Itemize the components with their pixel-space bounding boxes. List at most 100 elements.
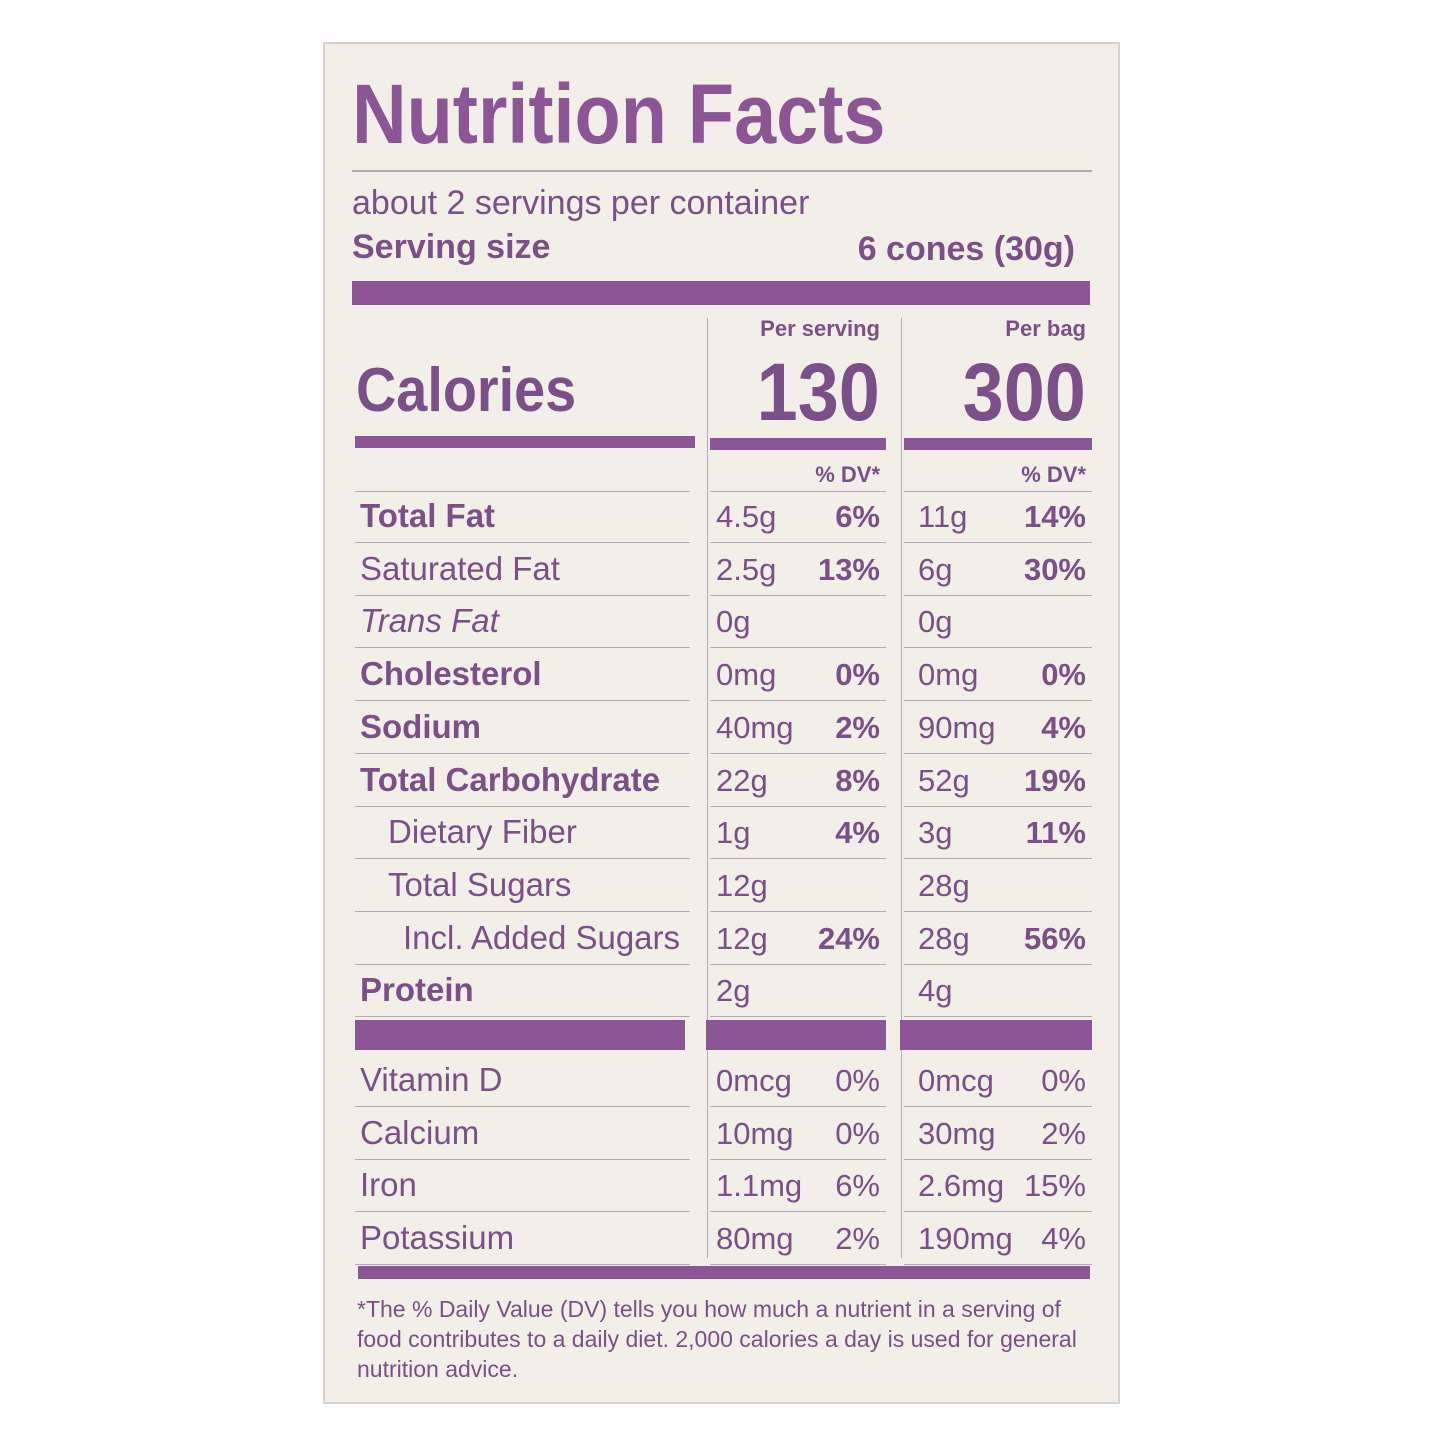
- nutrient-label: Incl. Added Sugars: [403, 918, 681, 956]
- column-divider: [901, 318, 902, 1258]
- amount: 4g: [918, 973, 953, 1009]
- amount: 90mg: [918, 709, 996, 745]
- amount: 22g: [716, 762, 768, 798]
- daily-value: 15%: [1023, 1168, 1086, 1204]
- amount: 40mg: [716, 709, 794, 745]
- amount: 2.6mg: [918, 1168, 1005, 1204]
- rule: [710, 1158, 886, 1160]
- amount: 0mcg: [918, 1063, 994, 1098]
- amount: 52g: [918, 762, 970, 798]
- amount: 6g: [918, 551, 953, 587]
- rule: [904, 963, 1092, 965]
- daily-value: 2%: [835, 1221, 880, 1257]
- rule: [355, 647, 690, 649]
- bar: [900, 1020, 1092, 1050]
- daily-value: 4%: [835, 815, 880, 851]
- rule: [904, 752, 1092, 754]
- rule: [710, 700, 886, 702]
- nutrient-label: Protein: [360, 971, 474, 1009]
- daily-value: 30%: [1023, 551, 1086, 587]
- daily-value: 11%: [1025, 815, 1086, 851]
- daily-value: 19%: [1023, 762, 1086, 798]
- nutrient-label: Dietary Fiber: [388, 813, 577, 851]
- amount: 2g: [716, 973, 751, 1009]
- daily-value: 6%: [835, 499, 880, 534]
- title: Nutrition Facts: [352, 67, 886, 161]
- amount: 0mcg: [716, 1063, 792, 1098]
- amount: 3g: [918, 815, 953, 851]
- rule: [904, 700, 1092, 702]
- dv-header: % DV*: [1021, 462, 1086, 487]
- daily-value: 6%: [835, 1168, 880, 1204]
- daily-value: 0%: [1041, 657, 1086, 693]
- rule: [710, 491, 886, 492]
- amount: 10mg: [716, 1115, 794, 1151]
- daily-value: 2%: [1041, 1115, 1086, 1151]
- nutrient-label: Saturated Fat: [360, 549, 560, 587]
- rule: [710, 1211, 886, 1213]
- calories-label: Calories: [356, 356, 577, 425]
- serving-size-value: 6 cones (30g): [857, 230, 1075, 268]
- amount: 12g: [716, 920, 768, 956]
- column-divider: [707, 318, 708, 1258]
- amount: 2.5g: [716, 551, 777, 587]
- rule: [355, 910, 690, 912]
- rule: [710, 542, 886, 543]
- daily-value: 4%: [1041, 709, 1086, 745]
- rule: [710, 1264, 886, 1266]
- rule: [904, 805, 1092, 807]
- daily-value: 56%: [1023, 920, 1086, 956]
- bar: [904, 438, 1092, 450]
- bar: [355, 1020, 685, 1050]
- amount: 0g: [918, 604, 953, 640]
- daily-value: 0%: [835, 1063, 880, 1098]
- bar: [706, 1020, 886, 1050]
- amount: 30mg: [918, 1115, 996, 1151]
- amount: 1g: [716, 815, 751, 851]
- rule: [904, 1016, 1092, 1018]
- daily-value: 4%: [1041, 1221, 1086, 1257]
- dv-header: % DV*: [815, 462, 880, 487]
- daily-value: 24%: [817, 920, 880, 956]
- rule: [710, 594, 886, 596]
- rule: [904, 594, 1092, 596]
- rule: [904, 910, 1092, 912]
- rule: [710, 805, 886, 807]
- footnote: *The % Daily Value (DV) tells you how mu…: [357, 1296, 1077, 1382]
- daily-value: 0%: [1041, 1063, 1086, 1098]
- rule: [904, 858, 1092, 860]
- amount: 0g: [716, 604, 751, 640]
- nutrient-label: Trans Fat: [360, 602, 499, 640]
- rule: [352, 170, 1092, 172]
- rule: [355, 594, 690, 596]
- bar: [355, 436, 695, 448]
- rule: [355, 542, 690, 543]
- column-heading: Per bag: [1005, 316, 1086, 341]
- rule: [355, 752, 690, 754]
- nutrient-label: Sodium: [360, 707, 481, 745]
- nutrient-label: Calcium: [360, 1113, 480, 1151]
- rule: [355, 963, 690, 965]
- rule: [355, 1264, 690, 1266]
- bar: [358, 1266, 1090, 1279]
- rule: [710, 858, 886, 860]
- amount: 1.1mg: [716, 1168, 803, 1204]
- nutrient-label: Total Fat: [360, 497, 496, 534]
- rule: [710, 910, 886, 912]
- daily-value: 14%: [1023, 499, 1086, 534]
- serving-size-label: Serving size: [352, 228, 551, 266]
- rule: [710, 1106, 886, 1107]
- amount: 190mg: [918, 1221, 1013, 1257]
- nutrition-label: [323, 42, 1120, 1404]
- nutrient-label: Vitamin D: [360, 1061, 503, 1098]
- rule: [904, 542, 1092, 543]
- rule: [710, 647, 886, 649]
- daily-value: 8%: [835, 762, 880, 798]
- rule: [355, 1158, 690, 1160]
- nutrient-label: Iron: [360, 1166, 417, 1204]
- rule: [904, 1211, 1092, 1213]
- daily-value: 2%: [835, 709, 880, 745]
- amount: 28g: [918, 920, 970, 956]
- daily-value: 0%: [835, 657, 880, 693]
